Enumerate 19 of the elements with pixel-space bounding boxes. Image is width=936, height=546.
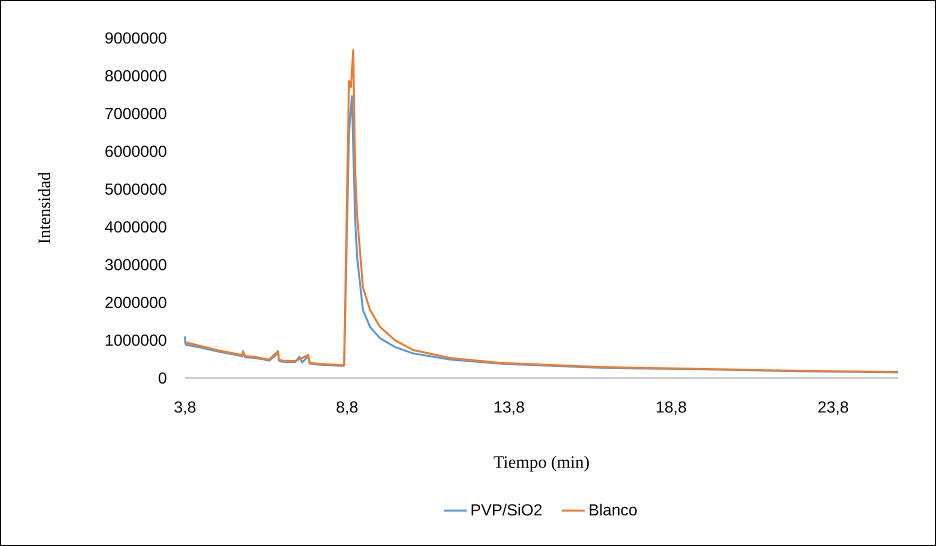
y-tick-label: 2000000 (105, 296, 166, 308)
x-tick-label: 23,8 (818, 401, 848, 415)
y-tick-label: 5000000 (105, 183, 166, 195)
x-tick-label: 8,8 (336, 401, 358, 415)
y-tick-label: 7000000 (105, 108, 166, 120)
y-tick-label: 9000000 (105, 32, 166, 44)
y-tick-label: 6000000 (105, 146, 166, 157)
y-tick-label: 0 (158, 372, 166, 384)
y-tick-label: 1000000 (106, 334, 166, 346)
y-tick-label: 8000000 (105, 70, 166, 82)
x-tick-label: 13,8 (494, 401, 524, 415)
legend-label: Blanco (590, 504, 637, 516)
x-tick-label: 3,8 (174, 401, 196, 415)
x-tick-label: 18,8 (656, 401, 686, 415)
y-axis-title: Intensidad (38, 172, 50, 244)
y-tick-label: 4000000 (105, 221, 166, 233)
x-axis-title: Tiempo (min) (494, 456, 589, 472)
y-tick-label: 3000000 (105, 259, 166, 270)
legend-label: PVP/SiO2 (472, 504, 542, 516)
